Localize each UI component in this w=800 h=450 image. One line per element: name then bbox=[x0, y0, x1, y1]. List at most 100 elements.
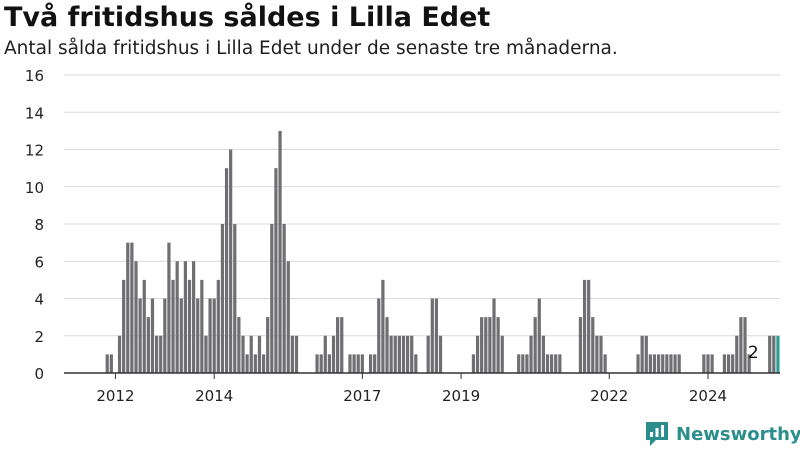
bar bbox=[480, 317, 484, 374]
y-tick-label: 16 bbox=[25, 67, 44, 85]
bar bbox=[233, 224, 237, 373]
bar bbox=[212, 298, 216, 373]
bar bbox=[702, 354, 706, 374]
x-tick-label: 2014 bbox=[195, 387, 233, 405]
bar bbox=[393, 335, 397, 373]
bar bbox=[126, 242, 130, 374]
bar bbox=[138, 298, 142, 373]
bar bbox=[167, 242, 171, 374]
bar bbox=[319, 354, 323, 374]
bar bbox=[249, 335, 253, 373]
bar bbox=[220, 224, 225, 373]
bar bbox=[529, 335, 533, 373]
bar bbox=[331, 335, 336, 373]
bar bbox=[274, 168, 278, 374]
y-tick-label: 0 bbox=[34, 365, 44, 383]
bar bbox=[410, 335, 414, 373]
bar bbox=[673, 354, 677, 374]
bar bbox=[159, 335, 163, 373]
bar bbox=[484, 317, 488, 374]
bar bbox=[241, 335, 245, 373]
bar bbox=[414, 354, 418, 374]
x-tick-label: 2024 bbox=[689, 387, 727, 405]
bar bbox=[257, 335, 262, 373]
bar bbox=[323, 335, 327, 373]
y-tick-label: 2 bbox=[34, 328, 44, 346]
bar bbox=[735, 335, 739, 373]
bar bbox=[661, 354, 665, 374]
bar bbox=[196, 298, 200, 373]
bar bbox=[270, 224, 274, 373]
y-tick-label: 12 bbox=[25, 142, 44, 160]
bar bbox=[706, 354, 710, 374]
bar bbox=[134, 261, 138, 373]
bar bbox=[171, 279, 175, 374]
bar bbox=[739, 317, 743, 374]
bar bbox=[192, 261, 196, 373]
bar bbox=[768, 335, 772, 373]
bar bbox=[731, 354, 735, 374]
bar bbox=[142, 279, 146, 374]
chart-subtitle: Antal sålda fritidshus i Lilla Edet unde… bbox=[4, 38, 618, 59]
bar bbox=[360, 354, 364, 374]
bar bbox=[533, 317, 537, 374]
bar bbox=[500, 335, 504, 373]
bar bbox=[578, 317, 583, 374]
bar bbox=[550, 354, 554, 374]
bar bbox=[434, 298, 439, 373]
bar bbox=[599, 335, 603, 373]
bar bbox=[743, 317, 747, 374]
bar bbox=[772, 335, 776, 373]
bar bbox=[204, 335, 208, 373]
bar bbox=[286, 261, 290, 373]
newsworthy-logo-text: Newsworthy bbox=[676, 423, 800, 445]
bar bbox=[122, 279, 126, 374]
bar bbox=[582, 279, 587, 374]
bar bbox=[179, 298, 183, 373]
bar bbox=[245, 354, 249, 374]
bar bbox=[537, 298, 541, 373]
bar bbox=[669, 354, 673, 374]
bar bbox=[117, 335, 122, 373]
bar bbox=[229, 149, 233, 373]
bar bbox=[146, 317, 150, 374]
bar bbox=[208, 298, 212, 373]
bar bbox=[648, 354, 652, 374]
bar bbox=[237, 317, 241, 374]
bar bbox=[492, 298, 496, 373]
bar bbox=[710, 354, 714, 374]
bar bbox=[657, 354, 661, 374]
bar bbox=[348, 354, 352, 374]
bar bbox=[644, 335, 648, 373]
x-tick-label: 2012 bbox=[96, 387, 134, 405]
bar-highlight bbox=[776, 335, 780, 373]
bar bbox=[315, 354, 319, 374]
bar bbox=[488, 317, 492, 374]
bar bbox=[105, 354, 109, 374]
bar bbox=[352, 354, 356, 374]
bar bbox=[183, 261, 187, 373]
y-tick-label: 8 bbox=[34, 216, 44, 234]
bar bbox=[603, 354, 607, 374]
bar bbox=[521, 354, 525, 374]
bar bbox=[200, 279, 204, 374]
bar bbox=[294, 335, 299, 373]
bar bbox=[336, 317, 340, 374]
bar bbox=[401, 335, 406, 373]
bar bbox=[405, 335, 410, 373]
bar-chart: 0 2 4 6 8 10 12 14 16 2012 2014 2017 2019 2022 2024 2 bbox=[25, 67, 780, 405]
bar bbox=[558, 354, 562, 374]
bar bbox=[216, 279, 220, 374]
bar bbox=[154, 335, 159, 373]
bar bbox=[224, 168, 229, 374]
bar bbox=[677, 354, 681, 374]
bar bbox=[587, 279, 591, 374]
bar bbox=[282, 224, 286, 373]
bar bbox=[381, 279, 385, 374]
bar bbox=[397, 335, 401, 373]
bar bbox=[471, 354, 476, 374]
bar bbox=[747, 354, 751, 374]
bar bbox=[261, 354, 266, 374]
bar bbox=[109, 354, 113, 374]
bar bbox=[130, 242, 134, 374]
